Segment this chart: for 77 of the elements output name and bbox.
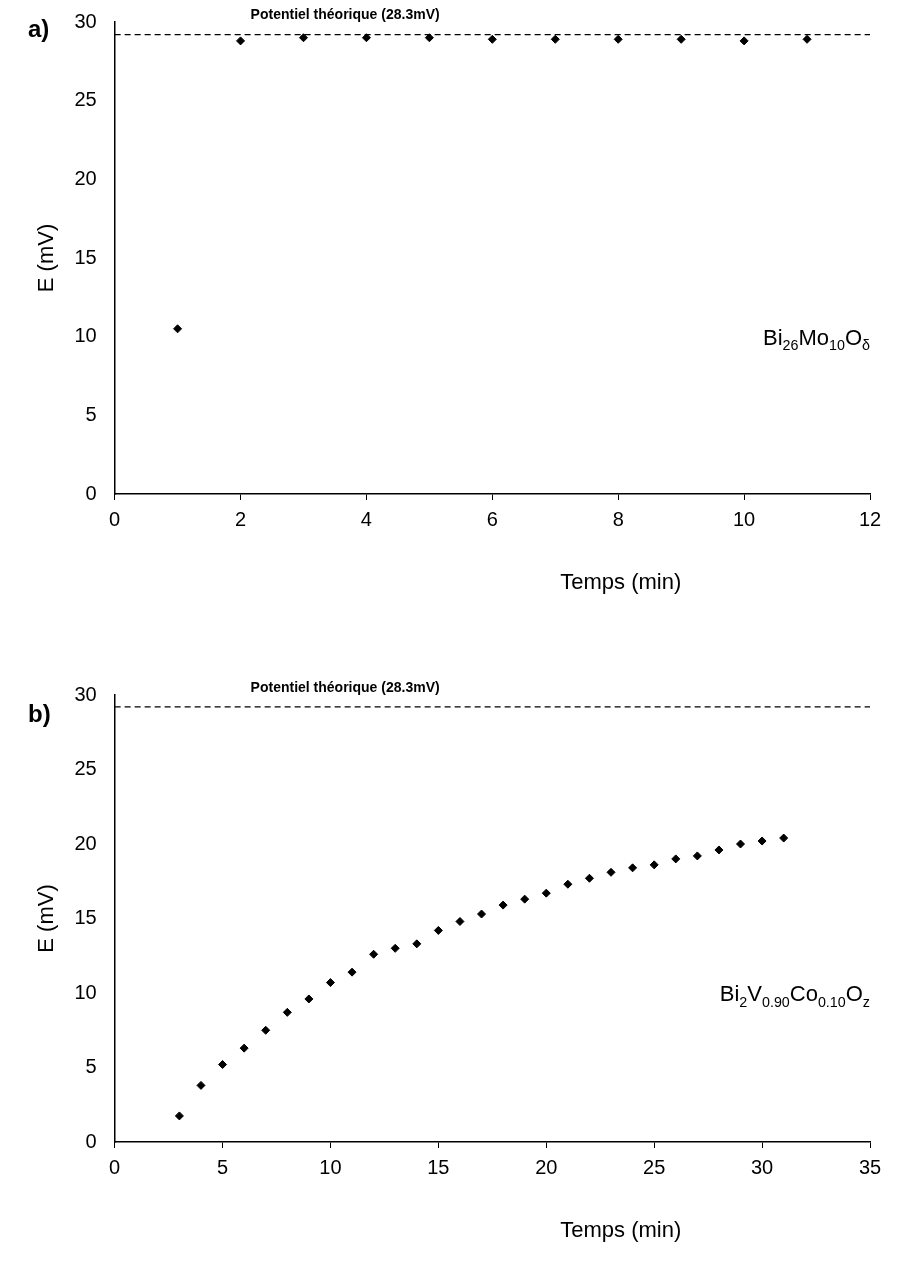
point [739,36,749,46]
y-tick-label: 20 [74,166,97,189]
point [304,994,314,1004]
point [298,33,308,43]
point [779,833,789,843]
chart-title: a) [28,14,50,42]
y-tick-label: 15 [74,245,97,268]
x-tick-label: 12 [858,507,882,530]
point [412,939,422,949]
point [550,34,560,44]
point [714,845,724,855]
point [174,1111,184,1121]
x-tick-label: 20 [535,1155,558,1178]
y-tick-label: 25 [74,88,97,111]
x-tick-label: 2 [234,507,247,530]
x-tick-label: 0 [109,507,121,530]
point [218,1060,228,1070]
point [261,1025,271,1035]
point [541,888,551,898]
point [173,324,183,334]
point [692,851,702,861]
x-tick-label: 15 [427,1155,450,1178]
x-tick-label: 30 [750,1155,774,1178]
point [196,1080,206,1090]
point [325,978,335,988]
point [390,943,400,953]
y-tick-label: 15 [74,906,97,929]
point [347,967,357,977]
y-tick-label: 10 [74,324,97,347]
x-tick-label: 25 [643,1155,666,1178]
y-tick-label: 0 [85,1129,97,1152]
y-tick-label: 30 [74,9,97,32]
chart-title: b) [28,699,51,727]
point [455,916,465,926]
point [239,1043,249,1053]
point [282,1007,292,1017]
y-tick-label: 25 [74,757,97,780]
y-tick-label: 10 [74,980,97,1003]
point [584,873,594,883]
point [361,33,371,43]
x-tick-label: 8 [612,507,624,530]
point [802,34,812,44]
y-tick-label: 20 [74,831,97,854]
point [477,909,487,919]
point [736,839,746,849]
point [236,36,246,46]
x-tick-label: 10 [732,507,756,530]
point [613,34,623,44]
point [424,33,434,43]
y-tick-label: 30 [74,682,97,705]
point [628,863,638,873]
y-tick-label: 0 [85,481,97,504]
point [606,867,616,877]
point [369,949,379,959]
point [676,34,686,44]
point [649,860,659,870]
x-tick-label: 5 [216,1155,229,1178]
point [563,879,573,889]
point [757,836,767,846]
ref-line-label: Potentiel théorique (28.3mV) [250,678,440,695]
x-tick-label: 0 [109,1155,121,1178]
ref-line-label: Potentiel théorique (28.3mV) [250,6,440,23]
point [498,900,508,910]
y-axis-title: E (mV) [33,884,59,953]
point [433,925,443,935]
point [487,34,497,44]
x-tick-label: 35 [858,1155,882,1178]
x-axis-title: Temps (min) [560,569,682,595]
y-tick-label: 5 [85,1055,97,1078]
point [520,894,530,904]
x-axis-title: Temps (min) [560,1217,682,1243]
x-tick-label: 6 [486,507,498,530]
x-tick-label: 10 [319,1155,342,1178]
y-tick-label: 5 [85,402,97,425]
x-tick-label: 4 [360,507,372,530]
y-axis-title: E (mV) [33,223,59,293]
point [671,854,681,864]
